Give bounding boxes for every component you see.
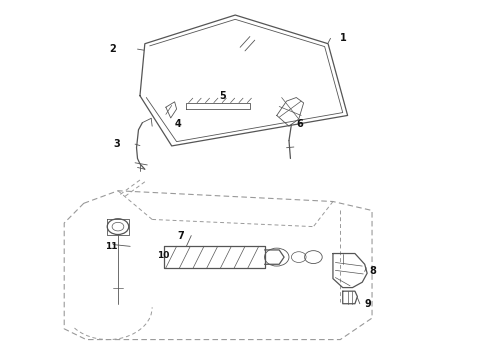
- Text: 10: 10: [157, 251, 170, 260]
- Text: 9: 9: [365, 299, 371, 309]
- Text: 8: 8: [369, 266, 376, 276]
- Text: 5: 5: [220, 91, 226, 101]
- Text: 2: 2: [109, 44, 116, 54]
- Text: 11: 11: [105, 242, 118, 251]
- Text: 7: 7: [177, 231, 184, 240]
- Text: 1: 1: [340, 33, 347, 43]
- Text: 4: 4: [174, 120, 181, 129]
- Text: 6: 6: [296, 120, 303, 129]
- Text: 3: 3: [114, 139, 121, 149]
